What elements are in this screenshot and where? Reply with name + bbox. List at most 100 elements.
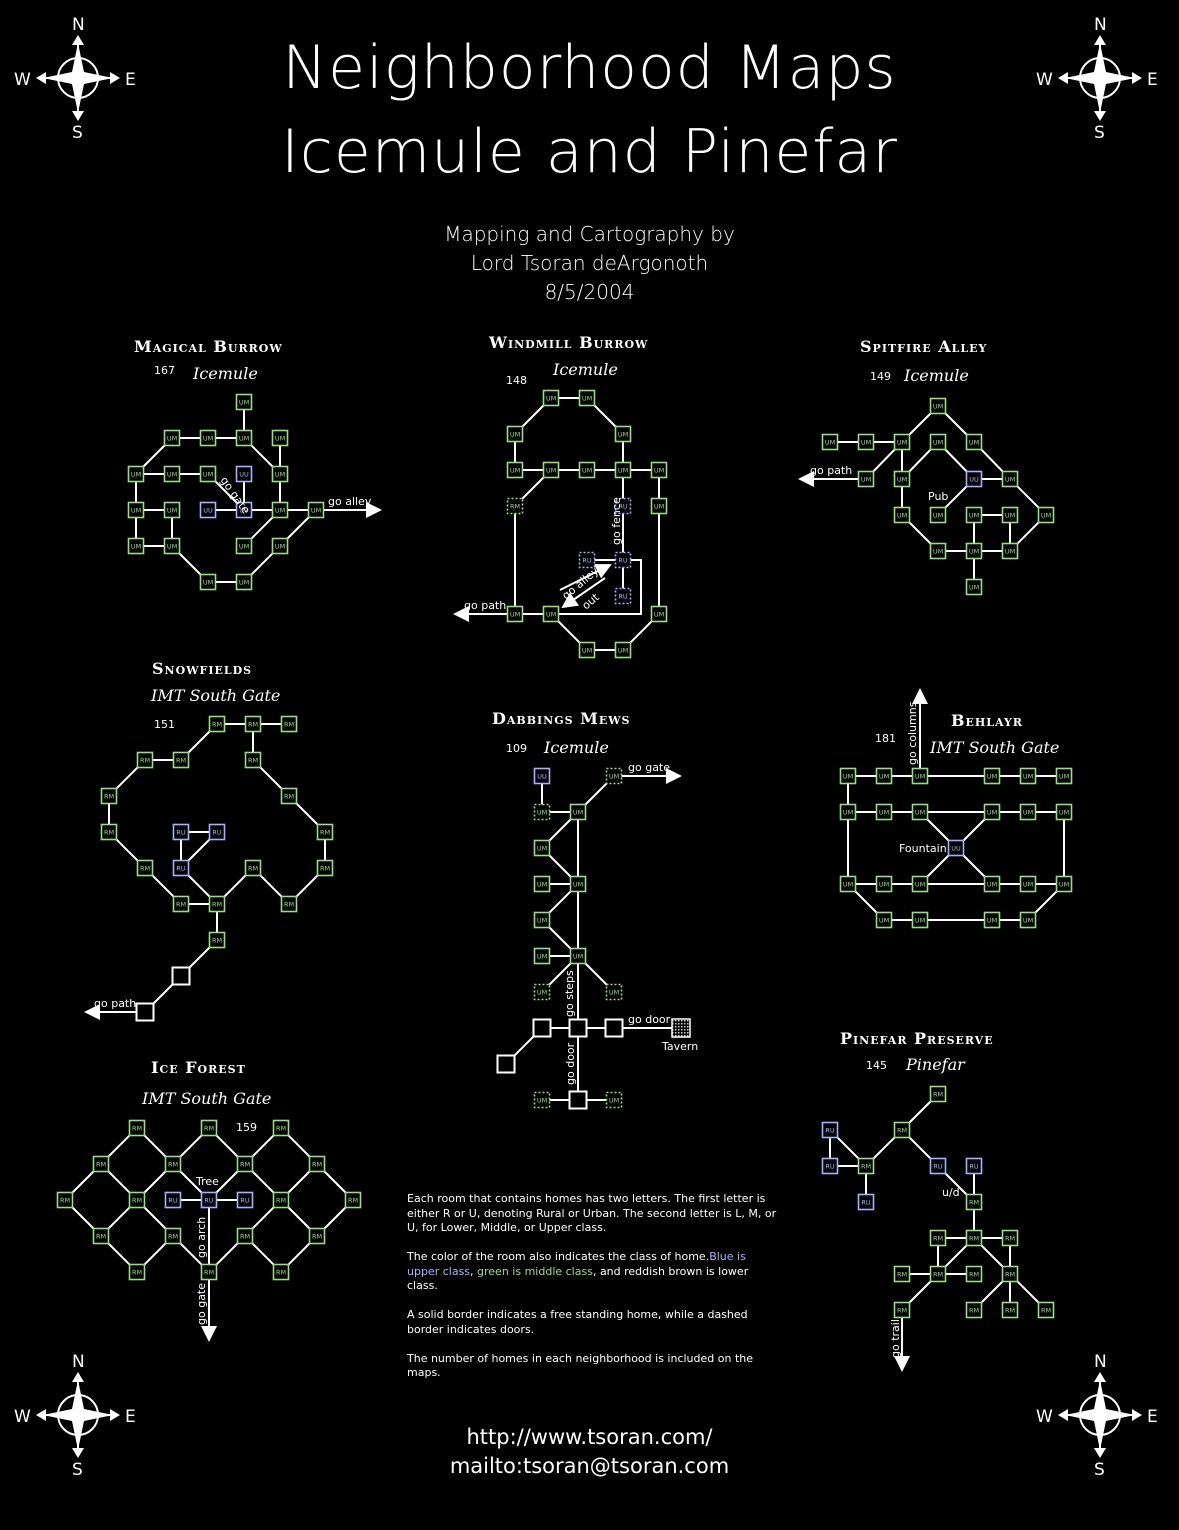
ice-forest-city: IMT South Gate — [142, 1089, 272, 1108]
room-um: UM — [533, 1091, 551, 1109]
page-title-line1: Neighborhood Maps — [282, 33, 897, 103]
room-um: UM — [965, 433, 983, 451]
map-label-go_path: go path — [810, 464, 852, 477]
room-um: UM — [857, 433, 875, 451]
svg-text:RM: RM — [276, 1269, 286, 1277]
room-um: UM — [271, 465, 289, 483]
svg-text:RM: RM — [96, 1233, 106, 1241]
svg-text:UM: UM — [879, 809, 889, 817]
svg-text:RM: RM — [861, 1163, 871, 1171]
room-rm: RM — [172, 895, 190, 913]
svg-text:UM: UM — [987, 917, 997, 925]
room-ru: RU — [208, 823, 226, 841]
svg-text:UM: UM — [546, 395, 556, 403]
svg-text:RU: RU — [825, 1127, 835, 1135]
room-um: UM — [127, 465, 145, 483]
email-link[interactable]: mailto:tsoran@tsoran.com — [449, 1454, 730, 1478]
room-uu: UU — [235, 501, 253, 519]
svg-text:UM: UM — [239, 399, 249, 407]
room-um: UM — [1019, 875, 1037, 893]
room-um: UM — [578, 461, 596, 479]
svg-text:RM: RM — [1041, 1307, 1051, 1315]
svg-text:RM: RM — [969, 1271, 979, 1279]
room-um: UM — [235, 393, 253, 411]
room-ru: RU — [172, 823, 190, 841]
legend-borders: A solid border indicates a free standing… — [407, 1308, 748, 1336]
page-title-line2: Icemule and Pinefar — [281, 117, 898, 187]
room-rm: RM — [244, 751, 262, 769]
room-rm: RM — [1001, 1229, 1019, 1247]
svg-text:UM: UM — [582, 395, 592, 403]
windmill-burrow-city: Icemule — [553, 360, 618, 379]
svg-text:RM: RM — [140, 757, 150, 765]
svg-text:UM: UM — [239, 543, 249, 551]
compass-s-label: S — [1094, 123, 1105, 143]
room-um: UM — [605, 983, 623, 1001]
svg-text:RM: RM — [284, 901, 294, 909]
svg-text:UU: UU — [951, 845, 961, 853]
svg-text:UM: UM — [1023, 881, 1033, 889]
credit-line2: Lord Tsoran deArgonoth — [470, 251, 709, 275]
room-um: UM — [533, 839, 551, 857]
room-um: UM — [839, 803, 857, 821]
behlayr-title: Behlayr — [951, 711, 1024, 730]
svg-text:RM: RM — [969, 1235, 979, 1243]
room-um: UM — [163, 501, 181, 519]
svg-text:RU: RU — [618, 593, 628, 601]
svg-text:UM: UM — [510, 611, 520, 619]
room-um: UM — [965, 542, 983, 560]
room-rm: RM — [272, 1191, 290, 1209]
svg-text:UM: UM — [131, 471, 141, 479]
svg-text:UM: UM — [573, 953, 583, 961]
svg-text:UM: UM — [311, 507, 321, 515]
svg-text:RM: RM — [168, 1161, 178, 1169]
svg-text:UM: UM — [1023, 809, 1033, 817]
room-um: UM — [1019, 803, 1037, 821]
svg-text:UM: UM — [843, 773, 853, 781]
map-label-go_door: go door — [628, 1013, 671, 1026]
room-um: UM — [1001, 506, 1019, 524]
legend: Each room that contains homes has two le… — [407, 1192, 777, 1395]
svg-text:UM: UM — [879, 917, 889, 925]
room-um: UM — [506, 425, 524, 443]
svg-text:RM: RM — [1005, 1271, 1015, 1279]
compass-w-label: W — [1036, 70, 1053, 90]
room-um: UM — [569, 875, 587, 893]
svg-text:UM: UM — [537, 917, 547, 925]
room-um: UM — [235, 573, 253, 591]
room-um: UM — [1055, 803, 1073, 821]
compass-n-label: N — [72, 15, 85, 35]
svg-text:RU: RU — [168, 1197, 178, 1205]
room-ru: RU — [965, 1157, 983, 1175]
room-um: UM — [271, 501, 289, 519]
svg-text:UM: UM — [609, 773, 619, 781]
room-um: UM — [533, 983, 551, 1001]
svg-text:UM: UM — [879, 881, 889, 889]
room-rm: RM — [280, 715, 298, 733]
room-um: UM — [857, 470, 875, 488]
room-um: UM — [1001, 542, 1019, 560]
svg-text:UM: UM — [510, 431, 520, 439]
room-um: UM — [542, 605, 560, 623]
svg-text:RU: RU — [204, 1197, 214, 1205]
map-label-go_door: go door — [564, 1042, 577, 1085]
room-um: UM — [875, 767, 893, 785]
svg-text:UM: UM — [915, 773, 925, 781]
room-um: UM — [893, 433, 911, 451]
room-um: UM — [893, 506, 911, 524]
svg-text:RM: RM — [204, 1269, 214, 1277]
svg-text:RU: RU — [176, 829, 186, 837]
svg-text:RM: RM — [897, 1307, 907, 1315]
svg-text:RM: RM — [176, 901, 186, 909]
room-rm: RM — [244, 859, 262, 877]
room-uu: UU — [533, 767, 551, 785]
room-plain — [568, 1090, 588, 1110]
svg-text:RM: RM — [1005, 1235, 1015, 1243]
svg-text:UM: UM — [275, 507, 285, 515]
svg-text:RM: RM — [60, 1197, 70, 1205]
spitfire-alley-count: 149 — [870, 370, 891, 383]
legend-blue: Blue is upper class — [407, 1250, 746, 1278]
svg-text:UM: UM — [618, 467, 628, 475]
svg-text:UM: UM — [609, 989, 619, 997]
website-link[interactable]: http://www.tsoran.com/ — [466, 1425, 713, 1449]
